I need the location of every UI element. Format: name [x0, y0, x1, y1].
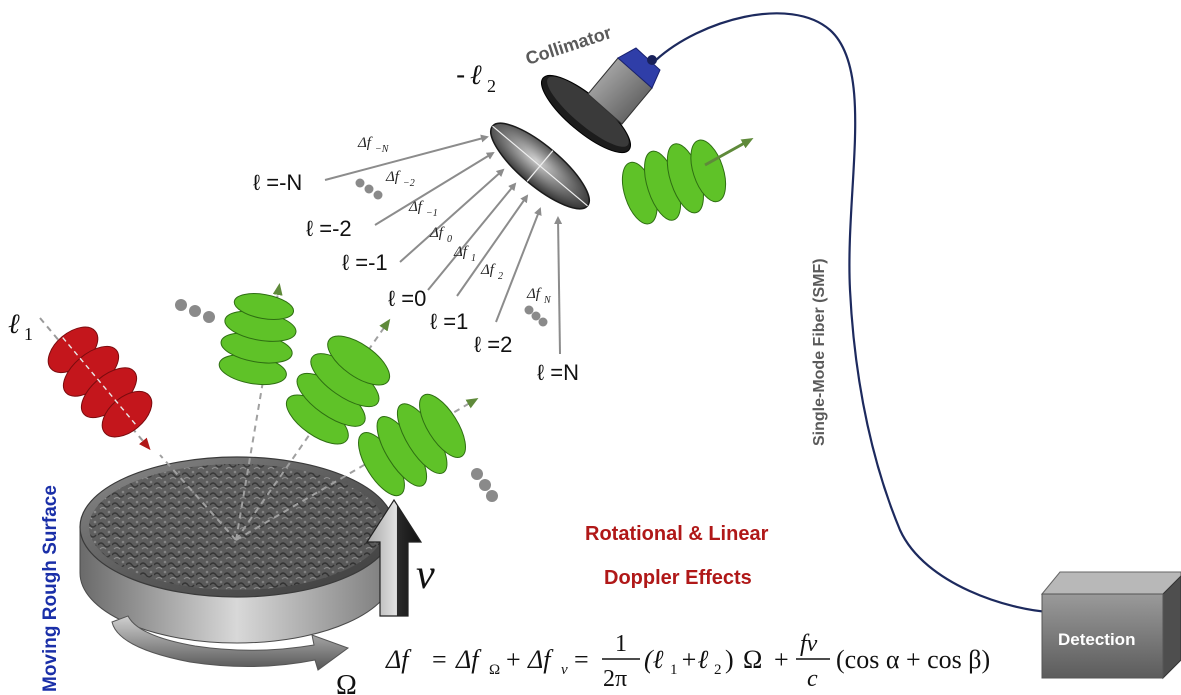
svg-text:−N: −N [375, 144, 390, 155]
eq-term1: Δf [455, 645, 482, 674]
ellipsis-dots-bottom [471, 468, 498, 502]
effects-heading-line2: Doppler Effects [604, 567, 752, 589]
detection-box [1040, 571, 1181, 680]
svg-text:N: N [543, 295, 552, 306]
incident-beam-icon [47, 326, 153, 438]
svg-text:Δf: Δf [357, 135, 373, 151]
eq-plus-l: +ℓ [680, 645, 709, 674]
mode-filter-prefix: - [456, 59, 465, 90]
svg-text:Δf: Δf [408, 199, 424, 215]
svg-text:−2: −2 [403, 178, 415, 189]
eq-plus-1: + [506, 645, 521, 674]
eq-frac2-den: c [807, 666, 818, 692]
shift-labels: Δf −N Δf −2 Δf −1 Δf 0 Δf 1 Δf 2 Δf N [357, 135, 552, 306]
mode-arrow-N [554, 216, 563, 355]
scattered-beam-icon-2 [285, 335, 391, 445]
smf-label: Single-Mode Fiber (SMF) [811, 258, 828, 446]
svg-text:0: 0 [447, 234, 452, 245]
svg-text:1: 1 [471, 253, 476, 264]
mode-filter-sub: 2 [487, 76, 496, 96]
mode-arrow-minus-2 [374, 151, 495, 226]
phase-plate [490, 122, 590, 210]
shift-label-2: Δf 2 [480, 262, 503, 282]
incident-ell-sub: 1 [24, 324, 33, 344]
ellipsis-dots-modes-a [355, 178, 383, 200]
mode-arrow-1 [456, 194, 529, 297]
eq-term2-sub: v [561, 662, 568, 678]
svg-text:2: 2 [498, 271, 503, 282]
eq-term2: Δf [527, 645, 554, 674]
shift-label-minus-N: Δf −N [357, 135, 390, 155]
svg-text:Δf: Δf [526, 286, 542, 302]
collimated-beam-arrow [704, 138, 754, 167]
collimator-label: Collimator [523, 22, 614, 69]
mode-label-0: ℓ =0 [388, 286, 426, 311]
eq-frac2-num: fv [800, 631, 818, 657]
svg-text:−1: −1 [426, 208, 438, 219]
mode-label-N: ℓ =N [537, 360, 579, 385]
moving-surface-label: Moving Rough Surface [40, 485, 61, 692]
detection-label: Detection [1058, 630, 1135, 649]
scatter-path-3 [235, 397, 479, 541]
scatter-path-4 [159, 454, 237, 541]
mode-label-1: ℓ =1 [430, 309, 468, 334]
ellipsis-dots-modes-b [524, 305, 548, 327]
shift-label-0: Δf 0 [429, 225, 452, 245]
omega-label: Ω [336, 670, 357, 695]
mode-arrow-0 [427, 182, 517, 291]
svg-text:Δf: Δf [480, 262, 496, 278]
incident-ell: ℓ [8, 309, 20, 340]
shift-label-minus-1: Δf −1 [408, 199, 438, 219]
mode-arrows [324, 134, 563, 355]
eq-equals-2: = [574, 645, 589, 674]
mode-labels: ℓ =-N ℓ =-2 ℓ =-1 ℓ =0 ℓ =1 ℓ =2 ℓ =N [253, 170, 579, 385]
velocity-arrow [365, 498, 423, 617]
rotation-arrow [111, 615, 350, 671]
eq-equals-1: = [432, 645, 447, 674]
eq-paren-l: (ℓ [644, 645, 664, 674]
shift-label-minus-2: Δf −2 [385, 169, 415, 189]
svg-text:Δf: Δf [385, 169, 401, 185]
mode-arrow-minus-1 [399, 168, 505, 263]
mode-arrow-minus-N [324, 134, 489, 181]
shift-label-N: Δf N [526, 286, 552, 306]
incident-mode-label: ℓ 1 [8, 309, 33, 344]
mode-filter-ell: ℓ [470, 60, 482, 91]
eq-lhs: Δf [385, 645, 412, 674]
eq-frac1-num: 1 [615, 631, 627, 657]
mode-label-minus-2: ℓ =-2 [306, 216, 352, 241]
svg-text:Δf: Δf [453, 244, 469, 260]
mode-label-2: ℓ =2 [474, 332, 512, 357]
eq-l1-sub: 1 [670, 662, 678, 678]
eq-l2-sub: 2 [714, 662, 722, 678]
doppler-equation: Δf = Δf Ω + Δf v = 1 2π (ℓ 1 +ℓ 2 ) Ω + … [385, 631, 990, 692]
scattered-beam-icon-3 [358, 393, 466, 497]
eq-paren-r: ) [725, 645, 734, 674]
eq-plus-2: + [774, 645, 789, 674]
mode-filter-label: - ℓ 2 [456, 59, 496, 96]
ellipsis-dots-top [175, 299, 215, 323]
shift-label-1: Δf 1 [453, 244, 476, 264]
eq-cos-term: (cos α + cos β) [836, 645, 990, 674]
collimated-beam-icon [621, 139, 727, 225]
velocity-label: v [416, 552, 435, 598]
eq-omega: Ω [743, 645, 762, 674]
effects-heading-line1: Rotational & Linear [585, 523, 769, 545]
mode-label-minus-N: ℓ =-N [253, 170, 302, 195]
collimator [541, 47, 661, 154]
svg-text:Δf: Δf [429, 225, 445, 241]
eq-term1-sub: Ω [489, 662, 500, 678]
rough-surface-disk [79, 456, 395, 644]
mode-label-minus-1: ℓ =-1 [342, 250, 388, 275]
scattered-beam-icon-1 [218, 293, 297, 386]
mode-arrow-2 [495, 207, 542, 323]
single-mode-fiber [655, 12, 1051, 614]
eq-frac1-den: 2π [603, 666, 627, 692]
